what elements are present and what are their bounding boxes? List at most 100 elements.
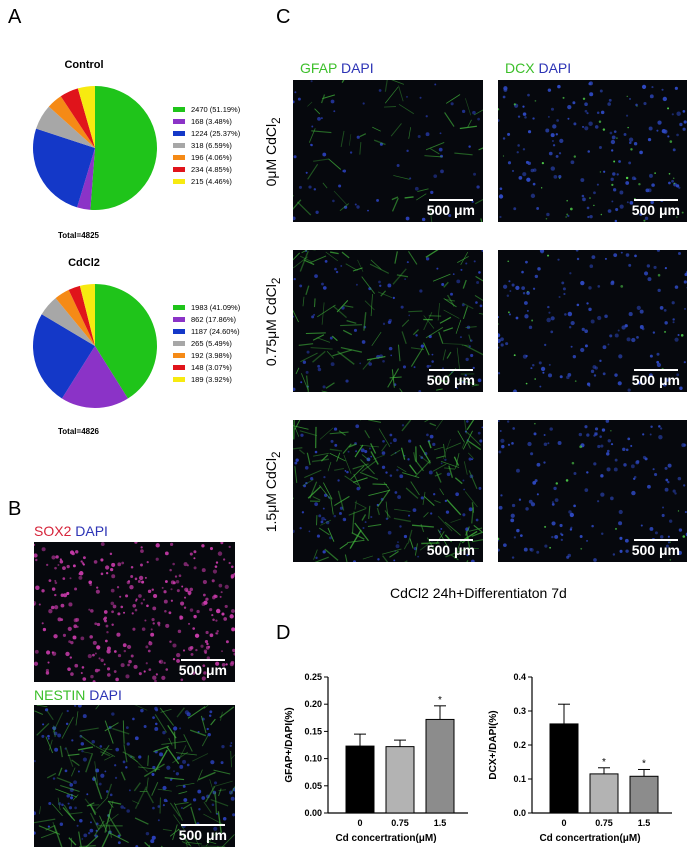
pie-slice (32, 314, 95, 399)
panel-c-caption: CdCl2 24h+Differentiaton 7d (390, 585, 567, 601)
pie-total-control: Total=4825 (58, 231, 99, 240)
bar (345, 745, 375, 814)
y-axis-label: GFAP+/DAPI(%) (284, 707, 295, 782)
legend-swatch (173, 304, 185, 310)
legend-label: 1224 (25.37%) (191, 128, 241, 138)
pie-chart-control (32, 86, 157, 210)
nestin-label: NESTIN (34, 687, 86, 703)
pie-slice (60, 88, 95, 148)
legend-swatch (173, 316, 185, 322)
scale-bar-label: 500 μm (426, 202, 475, 218)
dapi-label: DAPI (89, 687, 122, 703)
row-label-subscript: 2 (269, 277, 283, 285)
x-tick-label: 0.75 (391, 818, 409, 828)
micrograph-image (293, 250, 483, 392)
dcx-micrograph: 500 μm (498, 250, 687, 392)
y-tick-label: 0.05 (304, 781, 322, 791)
pie-slice (32, 128, 95, 208)
pie-title-cdcl2: CdCl2 (68, 257, 100, 269)
pie-chart-cdcl2 (32, 284, 157, 408)
scale-bar: 500 μm (632, 539, 680, 558)
row-label-subscript: 2 (269, 117, 283, 124)
legend-label: 2470 (51.19%) (191, 104, 241, 114)
dapi-label: DAPI (75, 523, 108, 539)
pie-slice (77, 148, 95, 210)
column-header-dcx: DCX DAPI (505, 60, 571, 76)
legend-item: 1983 (41.09%) (173, 301, 240, 313)
pie-total-cdcl2: Total=4826 (58, 427, 99, 436)
bar (385, 746, 415, 814)
x-tick-label: 1.5 (434, 818, 447, 828)
nestin-micrograph-image (34, 705, 235, 847)
significance-marker: * (642, 758, 646, 769)
scale-bar-label: 500 μm (426, 372, 475, 388)
nestin-dapi-label: NESTIN DAPI (34, 687, 122, 703)
y-tick-label: 0.00 (304, 808, 322, 818)
bar (629, 775, 659, 814)
gfap-micrograph: 500 μm (293, 80, 483, 222)
micrograph-image (293, 80, 483, 222)
legend-label: 234 (4.85%) (191, 164, 232, 174)
legend-swatch (173, 154, 185, 160)
legend-swatch (173, 106, 185, 112)
sox2-dapi-label: SOX2 DAPI (34, 523, 108, 539)
pie-slice (90, 86, 157, 210)
scale-bar: 500 μm (427, 539, 475, 558)
scale-bar-label: 500 μm (178, 827, 227, 843)
y-tick-label: 0.15 (304, 726, 322, 736)
scale-bar: 500 μm (179, 824, 227, 843)
legend-item: 168 (3.48%) (173, 115, 240, 127)
pie-slice (48, 96, 95, 148)
legend-item: 862 (17.86%) (173, 313, 240, 325)
pie-slice (77, 86, 95, 148)
legend-item: 1187 (24.60%) (173, 325, 240, 337)
scale-bar: 500 μm (632, 369, 680, 388)
panel-letter-a: A (8, 6, 22, 28)
legend-item: 196 (4.06%) (173, 151, 240, 163)
row-label-text: 0.75μM CdCl (263, 284, 280, 367)
gfap-micrograph: 500 μm (293, 420, 483, 562)
scale-bar: 500 μm (632, 199, 680, 218)
micrograph-image (498, 420, 687, 562)
legend-swatch (173, 352, 185, 358)
bar-chart-dcx: 0.0 0.1 0.2 0.3 0.4 0 * 0.75 * 1.5 Cd concertratio… (488, 672, 672, 844)
gfap-micrograph: 500 μm (293, 250, 483, 392)
legend-swatch (173, 376, 185, 382)
y-tick-label: 0.25 (304, 672, 322, 682)
dapi-label: DAPI (538, 60, 572, 76)
panel-letter-c: C (276, 6, 291, 28)
x-tick-label: 0 (357, 818, 362, 828)
bar-chart-gfap: 0.00 0.05 0.10 0.15 0.20 0.25 0 0.75 * 1.5 Cd conc… (284, 672, 468, 844)
pie-slice (68, 285, 95, 346)
legend-label: 196 (4.06%) (191, 152, 232, 162)
x-tick-label: 1.5 (638, 818, 651, 828)
legend-swatch (173, 130, 185, 136)
sox2-label: SOX2 (34, 523, 72, 539)
scale-bar-label: 500 μm (426, 542, 475, 558)
pie-title-control: Control (64, 59, 104, 71)
legend-label: 215 (4.46%) (191, 176, 232, 186)
legend-item: 1224 (25.37%) (173, 127, 240, 139)
legend-swatch (173, 178, 185, 184)
micrograph-image (498, 81, 687, 222)
column-header-gfap: GFAP DAPI (300, 60, 374, 76)
legend-label: 189 (3.92%) (191, 374, 232, 384)
legend-label: 265 (5.49%) (191, 338, 232, 348)
y-tick-label: 0.10 (304, 754, 322, 764)
legend-label: 148 (3.07%) (191, 362, 232, 372)
legend-swatch (173, 364, 185, 370)
legend-label: 192 (3.98%) (191, 350, 232, 360)
legend-item: 192 (3.98%) (173, 349, 240, 361)
pie-slice (95, 284, 157, 399)
legend-item: 215 (4.46%) (173, 175, 240, 187)
legend-swatch (173, 328, 185, 334)
row-label: 1.5μM CdCl2 (263, 382, 283, 602)
legend-swatch (173, 118, 185, 124)
dcx-label: DCX (505, 60, 535, 76)
nestin-micrograph: 500 μm (34, 705, 235, 847)
legend-item: 234 (4.85%) (173, 163, 240, 175)
panel-letter-b: B (8, 498, 22, 520)
legend-item: 265 (5.49%) (173, 337, 240, 349)
row-label-text: 1.5μM CdCl (263, 458, 280, 533)
bar (425, 718, 455, 814)
